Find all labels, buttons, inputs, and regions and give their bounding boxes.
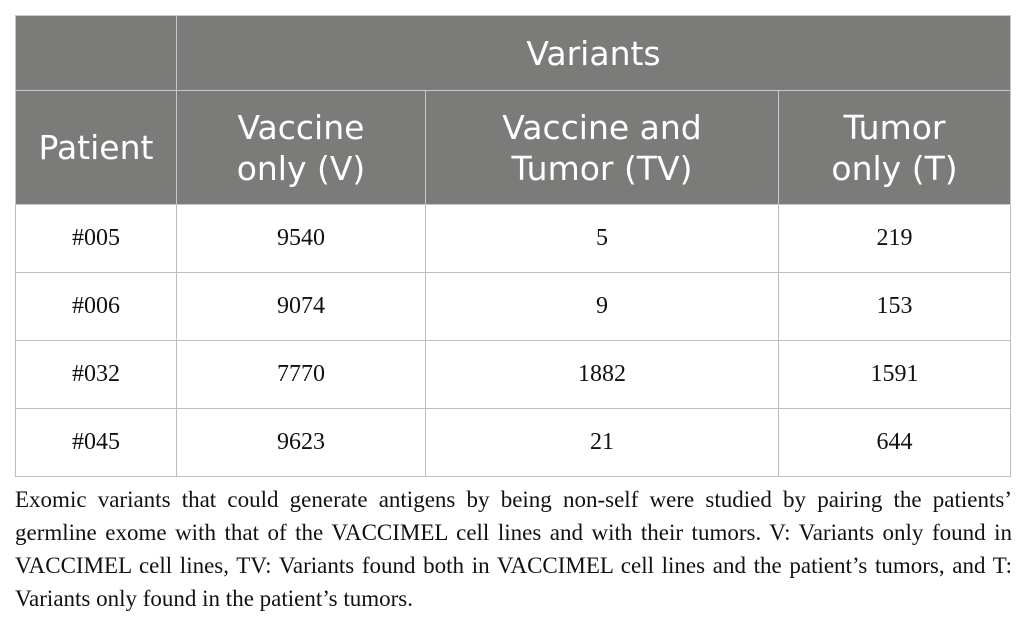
header-patient: Patient (15, 90, 177, 205)
header-columns-row: Patient Vaccine only (V) Vaccine and Tum… (15, 90, 1012, 205)
table-row: #045 9623 21 644 (15, 408, 1012, 477)
header-group-row: Variants (15, 15, 1012, 91)
cell-vaccine-and-tumor: 9 (425, 272, 779, 341)
cell-tumor-only: 219 (777, 204, 1012, 273)
cell-vaccine-only: 9540 (176, 204, 426, 273)
cell-tumor-only: 153 (777, 272, 1012, 341)
header-vaccine-only: Vaccine only (V) (176, 90, 426, 205)
table-row: #006 9074 9 153 (15, 272, 1012, 341)
cell-vaccine-only: 9623 (176, 408, 426, 477)
cell-vaccine-and-tumor: 5 (425, 204, 779, 273)
table-caption: Exomic variants that could generate anti… (15, 487, 1012, 611)
cell-vaccine-only: 7770 (176, 340, 426, 409)
header-blank-cell (15, 15, 177, 91)
table-row: #005 9540 5 219 (15, 204, 1012, 273)
cell-vaccine-and-tumor: 1882 (425, 340, 779, 409)
cell-tumor-only: 1591 (777, 340, 1012, 409)
header-tumor-only: Tumor only (T) (777, 90, 1012, 205)
header-vaccine-and-tumor: Vaccine and Tumor (TV) (425, 90, 779, 205)
table-row: #032 7770 1882 1591 (15, 340, 1012, 409)
cell-patient: #005 (15, 204, 177, 273)
cell-patient: #045 (15, 408, 177, 477)
header-variants: Variants (175, 15, 1012, 91)
cell-patient: #006 (15, 272, 177, 341)
cell-tumor-only: 644 (777, 408, 1012, 477)
cell-patient: #032 (15, 340, 177, 409)
cell-vaccine-and-tumor: 21 (425, 408, 779, 477)
variants-table-container: Variants Patient Vaccine only (V) Vaccin… (15, 15, 1012, 477)
cell-vaccine-only: 9074 (176, 272, 426, 341)
variants-table: Variants Patient Vaccine only (V) Vaccin… (15, 15, 1012, 477)
